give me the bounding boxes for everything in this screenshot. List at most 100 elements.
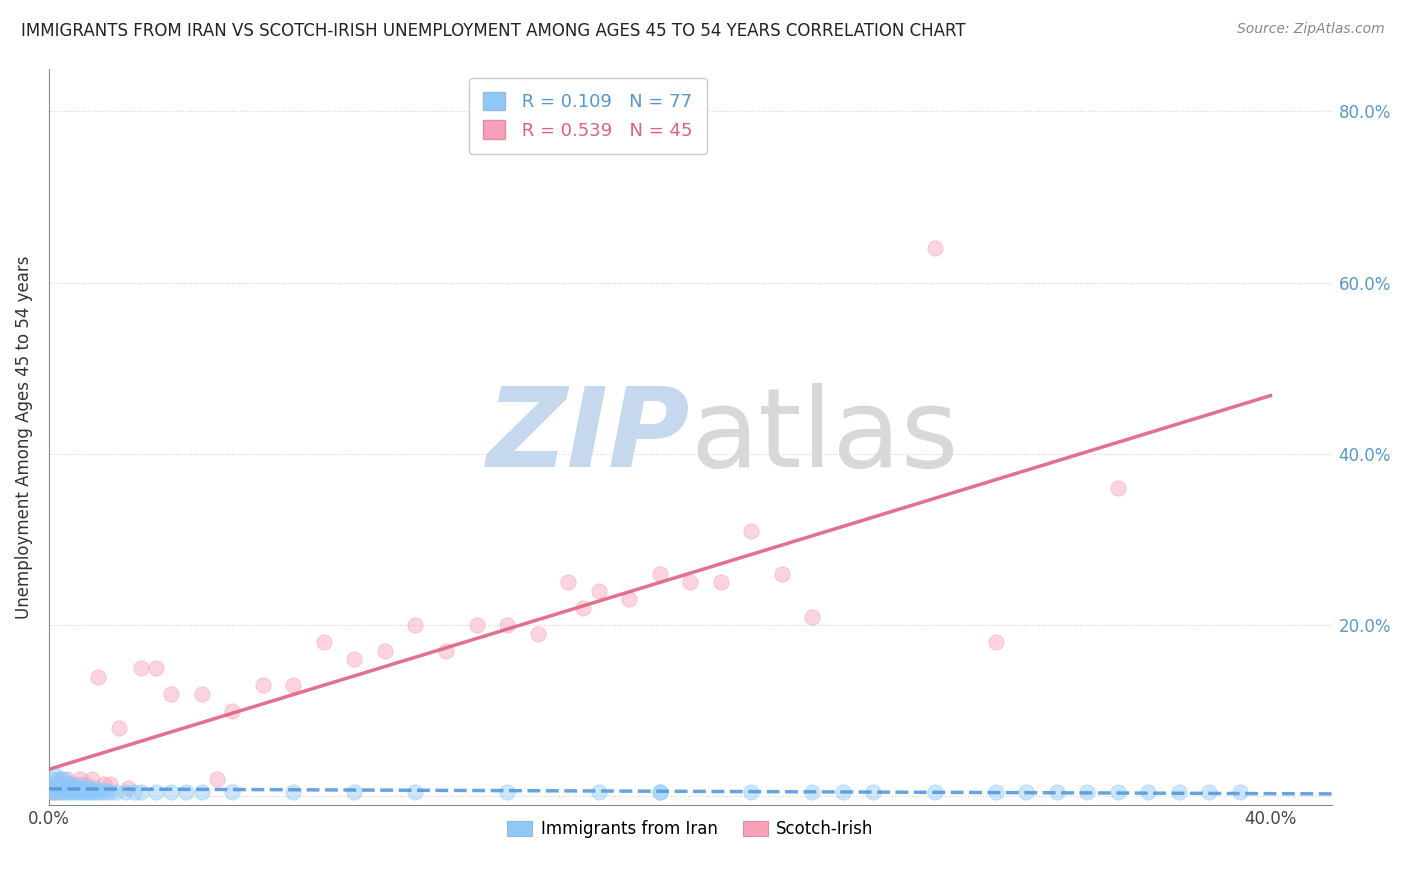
Legend: Immigrants from Iran, Scotch-Irish: Immigrants from Iran, Scotch-Irish	[501, 814, 880, 845]
Point	[44, 785, 66, 799]
Point	[129, 785, 152, 799]
Point	[41, 780, 63, 795]
Point	[80, 782, 103, 797]
Point	[75, 785, 97, 799]
Point	[801, 609, 824, 624]
Point	[41, 785, 63, 799]
Point	[108, 721, 131, 735]
Text: ZIP: ZIP	[486, 384, 690, 491]
Point	[557, 575, 579, 590]
Point	[984, 785, 1007, 799]
Point	[283, 785, 305, 799]
Point	[129, 661, 152, 675]
Point	[83, 785, 105, 799]
Point	[69, 772, 91, 787]
Point	[1046, 785, 1069, 799]
Point	[221, 704, 243, 718]
Point	[65, 780, 87, 795]
Point	[56, 772, 79, 787]
Point	[105, 785, 128, 799]
Point	[648, 785, 671, 799]
Point	[679, 575, 702, 590]
Point	[1167, 785, 1189, 799]
Point	[44, 785, 66, 799]
Point	[53, 776, 76, 790]
Point	[51, 785, 73, 799]
Point	[77, 785, 100, 799]
Point	[53, 782, 76, 797]
Point	[93, 782, 115, 797]
Point	[740, 785, 762, 799]
Point	[404, 618, 426, 632]
Point	[924, 241, 946, 255]
Point	[924, 785, 946, 799]
Point	[740, 524, 762, 538]
Text: IMMIGRANTS FROM IRAN VS SCOTCH-IRISH UNEMPLOYMENT AMONG AGES 45 TO 54 YEARS CORR: IMMIGRANTS FROM IRAN VS SCOTCH-IRISH UNE…	[21, 22, 966, 40]
Point	[87, 669, 110, 683]
Point	[44, 776, 66, 790]
Point	[572, 601, 595, 615]
Point	[69, 776, 91, 790]
Point	[343, 785, 366, 799]
Point	[44, 768, 66, 782]
Point	[51, 780, 73, 795]
Point	[648, 785, 671, 799]
Point	[648, 566, 671, 581]
Point	[619, 592, 641, 607]
Point	[124, 785, 146, 799]
Text: Source: ZipAtlas.com: Source: ZipAtlas.com	[1237, 22, 1385, 37]
Point	[59, 776, 82, 790]
Y-axis label: Unemployment Among Ages 45 to 54 years: Unemployment Among Ages 45 to 54 years	[15, 255, 32, 618]
Point	[46, 776, 69, 790]
Point	[56, 780, 79, 795]
Point	[80, 772, 103, 787]
Point	[44, 780, 66, 795]
Point	[190, 687, 212, 701]
Point	[496, 618, 519, 632]
Point	[496, 785, 519, 799]
Point	[83, 780, 105, 795]
Point	[53, 779, 76, 793]
Point	[312, 635, 335, 649]
Point	[69, 785, 91, 799]
Point	[588, 583, 610, 598]
Point	[1107, 481, 1129, 495]
Point	[59, 780, 82, 795]
Point	[252, 678, 274, 692]
Point	[114, 785, 136, 799]
Point	[770, 566, 793, 581]
Point	[434, 644, 457, 658]
Point	[75, 776, 97, 790]
Point	[160, 687, 183, 701]
Point	[588, 785, 610, 799]
Point	[710, 575, 733, 590]
Point	[526, 626, 548, 640]
Text: atlas: atlas	[690, 384, 959, 491]
Point	[72, 785, 94, 799]
Point	[46, 780, 69, 795]
Point	[69, 782, 91, 797]
Point	[96, 785, 118, 799]
Point	[862, 785, 884, 799]
Point	[374, 644, 396, 658]
Point	[1229, 785, 1251, 799]
Point	[1107, 785, 1129, 799]
Point	[75, 780, 97, 795]
Point	[343, 652, 366, 666]
Point	[93, 776, 115, 790]
Point	[62, 785, 84, 799]
Point	[51, 772, 73, 787]
Point	[46, 772, 69, 787]
Point	[1137, 785, 1160, 799]
Point	[62, 776, 84, 790]
Point	[1015, 785, 1038, 799]
Point	[56, 776, 79, 790]
Point	[46, 780, 69, 795]
Point	[160, 785, 183, 799]
Point	[80, 785, 103, 799]
Point	[205, 772, 228, 787]
Point	[51, 780, 73, 795]
Point	[984, 635, 1007, 649]
Point	[87, 785, 110, 799]
Point	[62, 782, 84, 797]
